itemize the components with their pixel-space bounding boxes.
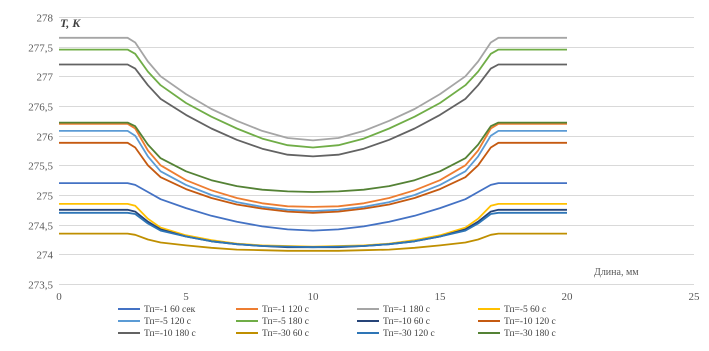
y-tick-label: 274,5 (28, 221, 53, 233)
y-tick-label: 276,5 (28, 102, 53, 114)
legend-label: Тп=-30 60 с (262, 329, 309, 339)
legend-label: Тп=-5 120 с (144, 317, 191, 327)
x-tick-label: 0 (56, 291, 62, 303)
legend-label: Тп=-1 120 с (262, 305, 309, 315)
x-axis-ticks: 0 5 10 15 20 25 (56, 291, 700, 303)
y-tick-label: 275,5 (28, 161, 53, 173)
series-line (59, 63, 567, 158)
series-line (59, 141, 567, 214)
x-tick-label: 25 (689, 291, 701, 303)
series-line (59, 208, 567, 249)
y-tick-label: 275 (37, 191, 54, 203)
legend-label: Тп=-30 180 с (504, 329, 556, 339)
legend-label: Тп=-5 60 с (504, 305, 546, 315)
series-line (59, 232, 567, 252)
legend-label: Тп=-5 180 с (262, 317, 309, 327)
x-tick-label: 10 (308, 291, 320, 303)
y-axis-ticks: 273,5 274 274,5 275 275,5 276 276,5 277 277,5 278 (28, 13, 53, 292)
legend-label: Тп=-1 60 сек (144, 305, 196, 315)
legend-label: Тп=-10 120 с (504, 317, 556, 327)
series-line (59, 48, 567, 149)
series-line (59, 122, 567, 208)
series-line (59, 130, 567, 212)
legend-label: Тп=-1 180 с (383, 305, 430, 315)
x-tick-label: 15 (435, 291, 447, 303)
y-tick-label: 274 (37, 250, 54, 262)
x-tick-label: 5 (183, 291, 189, 303)
legend-label: Тп=-10 180 с (144, 329, 196, 339)
y-tick-label: 278 (37, 13, 54, 25)
series-line (59, 182, 567, 232)
x-axis-title: Длина, мм (594, 267, 639, 278)
series-line (59, 36, 567, 142)
legend-label: Тп=-30 120 с (383, 329, 435, 339)
y-tick-label: 277 (37, 72, 54, 84)
x-tick-label: 20 (562, 291, 574, 303)
y-tick-label: 276 (37, 132, 54, 144)
y-tick-label: 277,5 (28, 43, 53, 55)
series-line (59, 211, 567, 249)
grid-lines (59, 17, 694, 285)
legend: Тп=-1 60 сек Тп=-1 120 с Тп=-1 180 с Тп=-5 … (118, 305, 556, 339)
series-line (59, 121, 567, 193)
legend-label: Тп=-10 60 с (383, 317, 430, 327)
y-axis-title: T, K (60, 16, 81, 30)
y-tick-label: 273,5 (28, 280, 53, 292)
series-lines (59, 36, 567, 252)
